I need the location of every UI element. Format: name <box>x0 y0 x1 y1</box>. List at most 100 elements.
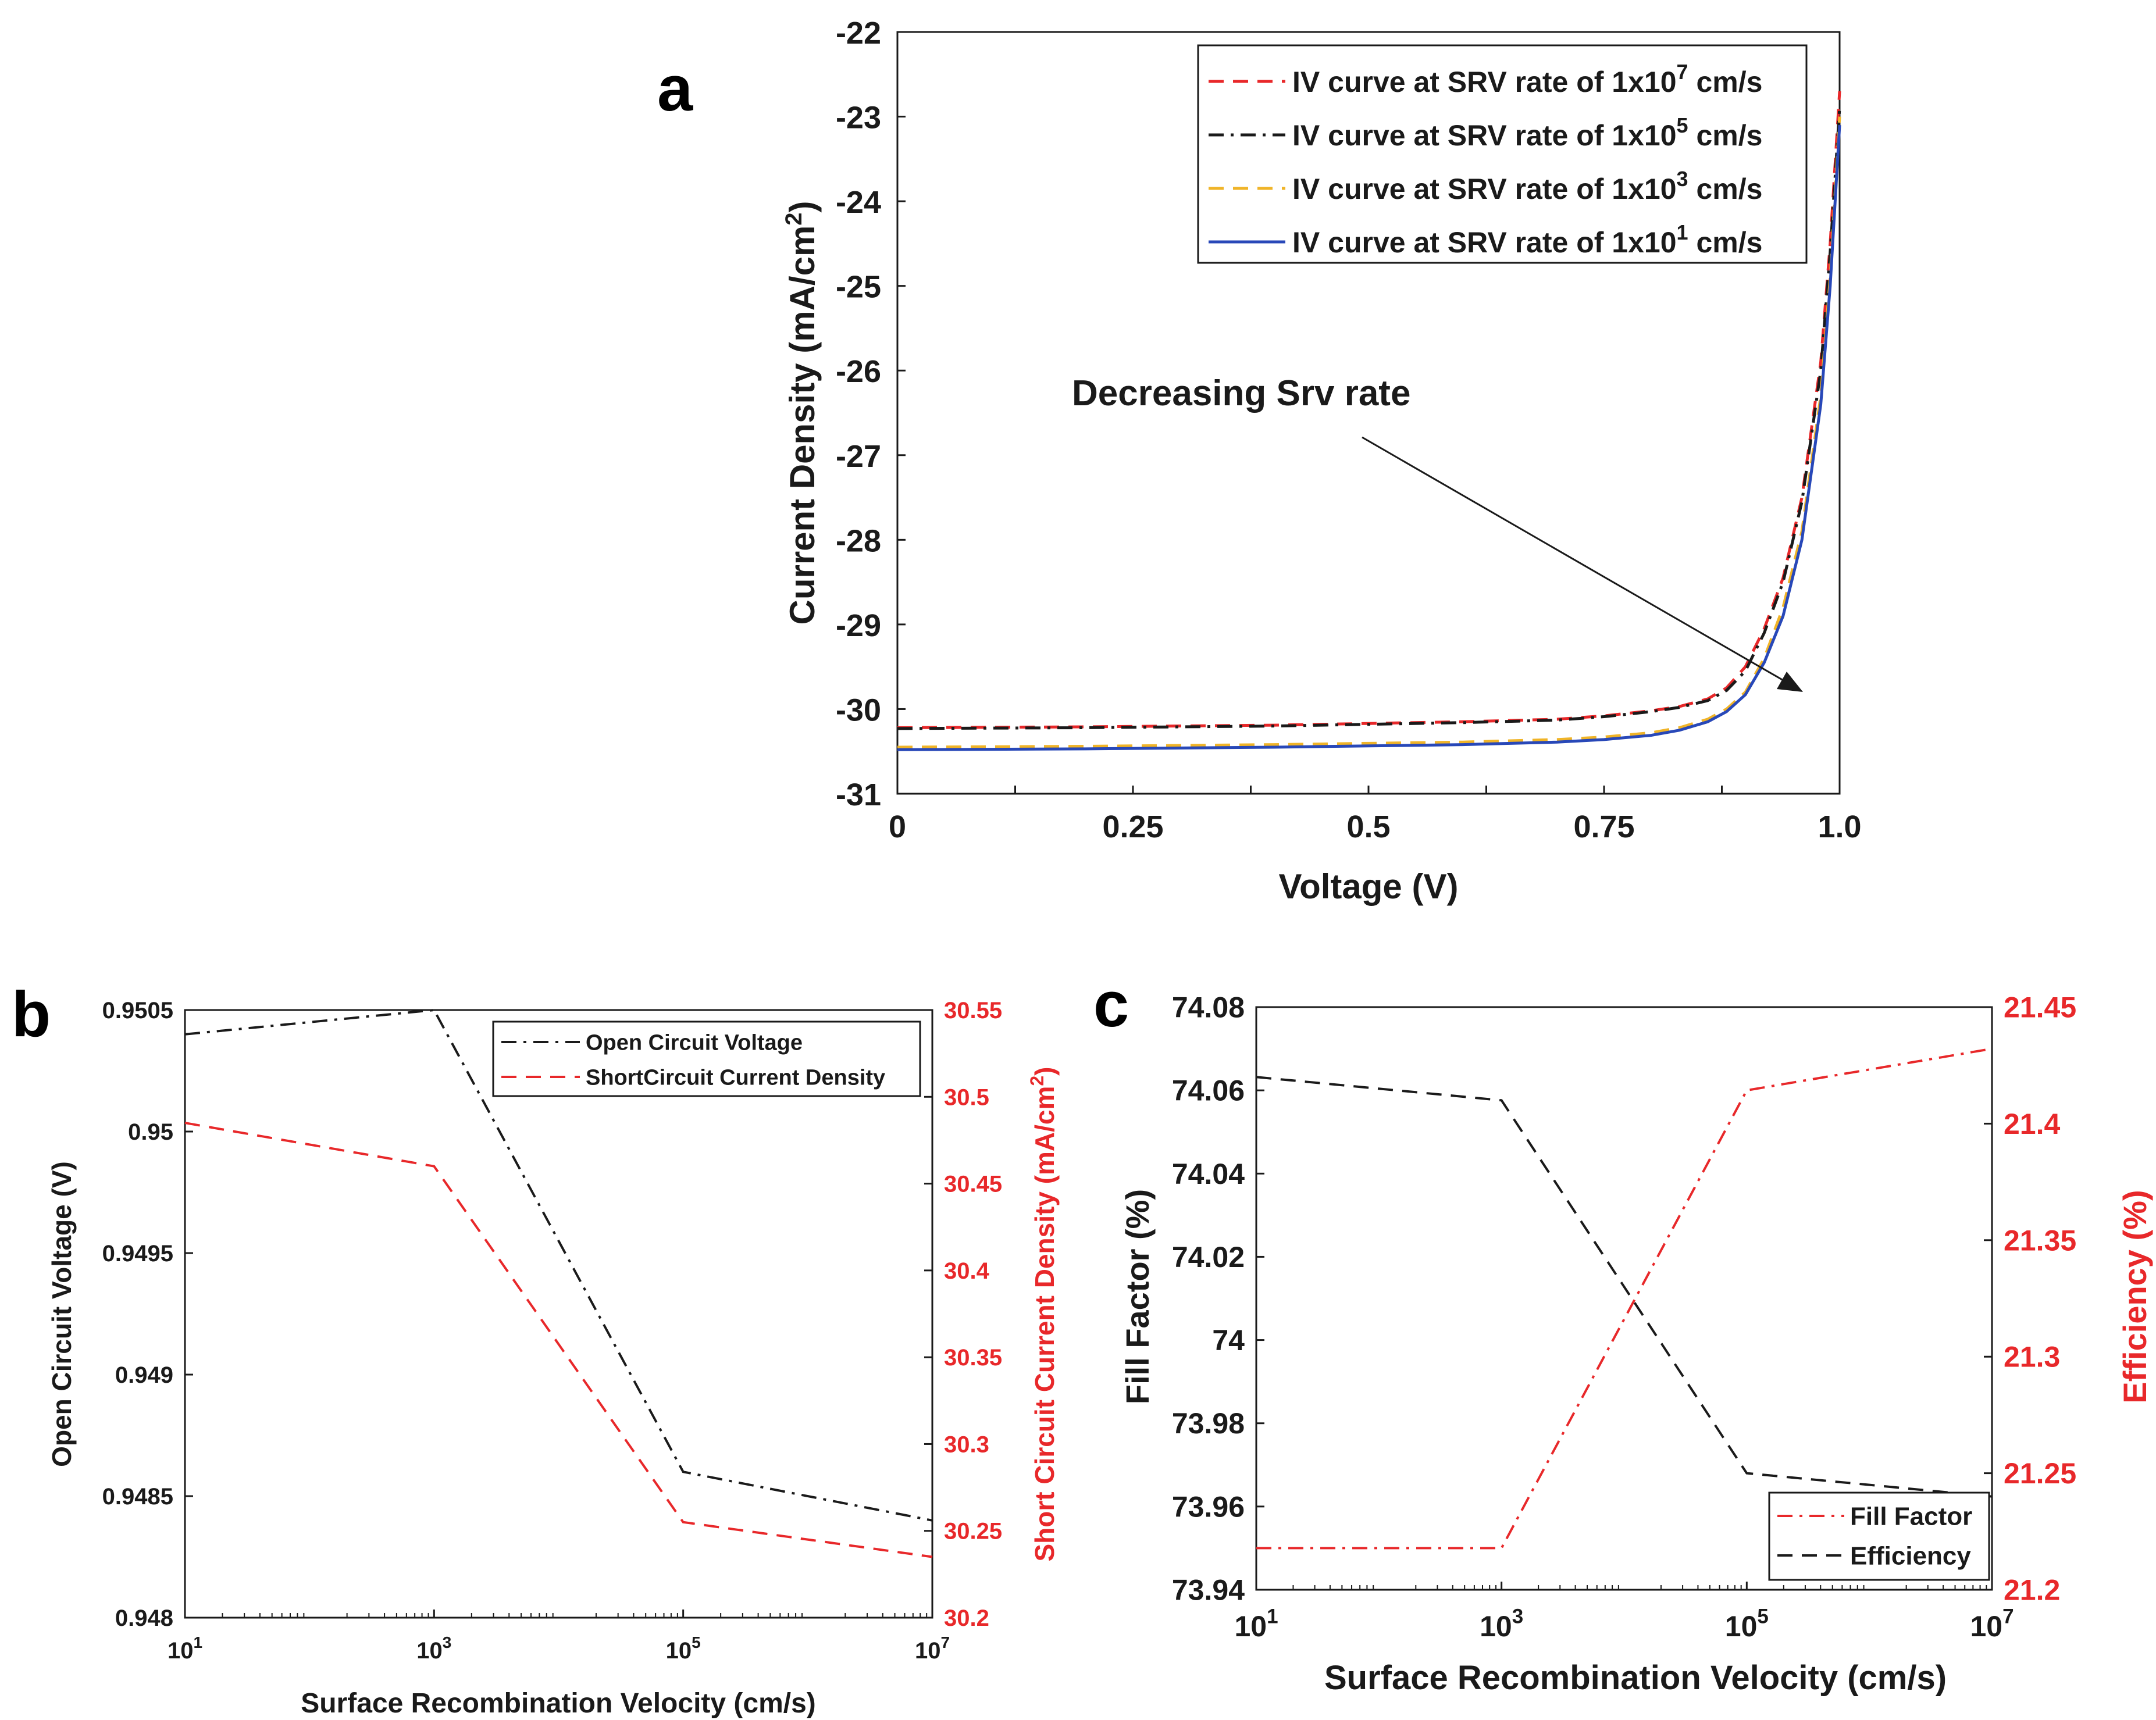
panel-a-x-axis-label: Voltage (V) <box>1279 867 1459 906</box>
panel-c-x-tick-label: 101 <box>1234 1605 1278 1643</box>
panel-b-y-tick-label: 0.9505 <box>102 998 173 1023</box>
panel-b-x-tick-exp: 3 <box>443 1633 452 1651</box>
panel-a-x-tick-label: 0.5 <box>1346 809 1390 844</box>
panel-c-legend-label: Efficiency <box>1850 1541 1971 1570</box>
panel-letter-b: b <box>12 979 51 1050</box>
panel-c-x-tick-exp: 3 <box>1512 1605 1523 1628</box>
panel-a-legend-exp: 7 <box>1677 60 1688 84</box>
panel-a-y-tick-label: -25 <box>836 270 881 305</box>
panel-b-series-line <box>184 1122 933 1558</box>
panel-c-y-axis-label: Fill Factor (%) <box>1119 1189 1156 1404</box>
panel-a-legend-label: IV curve at SRV rate of 1x107 cm/s <box>1292 60 1762 98</box>
panel-b-x-tick-exp: 1 <box>193 1633 202 1651</box>
panel-b-y-tick-label: 0.9495 <box>102 1241 173 1266</box>
panel-a-legend-unit: cm/s <box>1688 119 1763 152</box>
panel-c-x-tick-exp: 1 <box>1267 1605 1278 1628</box>
panel-a-y-tick-label: -29 <box>836 608 881 643</box>
panel-a-y-tick-label: -30 <box>836 693 881 727</box>
panel-c-y-ticks-left: 73.94 73.96 73.98 74 74.02 74.04 74.06 74.08 <box>1172 991 1264 1607</box>
panel-c-x-tick-base: 10 <box>1234 1610 1267 1643</box>
panel-a-legend-label: IV curve at SRV rate of 1x103 cm/s <box>1292 167 1762 205</box>
panel-a-legend-exp: 1 <box>1677 220 1688 244</box>
panel-a-y-tick-label: -23 <box>836 101 881 135</box>
panel-a-y-axis-label-sup: 2 <box>781 212 807 225</box>
panel-b-x-tick-base: 10 <box>915 1638 941 1664</box>
panel-c-y-right-tick-label: 21.2 <box>2004 1574 2060 1607</box>
panel-a-y-axis-label-close: ) <box>783 201 822 212</box>
panel-c-y-right-tick-label: 21.3 <box>2004 1341 2060 1373</box>
panel-a-legend-unit: cm/s <box>1688 226 1763 259</box>
panel-a-legend-text: IV curve at SRV rate of 1x10 <box>1292 173 1677 205</box>
panel-b-x-axis-label: Surface Recombination Velocity (cm/s) <box>301 1688 816 1719</box>
panel-b-x-tick-base: 10 <box>168 1638 194 1664</box>
panel-a-legend-label: IV curve at SRV rate of 1x101 cm/s <box>1292 220 1762 259</box>
panel-c-y-right-tick-label: 21.45 <box>2004 991 2076 1024</box>
panel-b-chart: 101 103 105 107 0.9480.94850.9490.94950.950… <box>47 998 1060 1719</box>
panel-b-x-tick-label: 105 <box>666 1633 701 1664</box>
panel-a-series-line-1 <box>897 124 1841 751</box>
panel-c-x-tick-base: 10 <box>1480 1610 1512 1643</box>
panel-a-x-tick-label: 1.0 <box>1818 809 1861 844</box>
panel-b-y-right-tick-label: 30.4 <box>944 1258 990 1284</box>
panel-a-legend: IV curve at SRV rate of 1x107 cm/sIV cur… <box>1197 44 1808 264</box>
panel-c-y-tick-label: 73.94 <box>1172 1574 1245 1607</box>
panel-b-legend-box <box>492 1020 921 1097</box>
panel-c-x-tick-exp: 7 <box>2002 1605 2014 1628</box>
panel-a-y-tick-label: -27 <box>836 439 881 474</box>
panel-c-x-ticks: 101 103 105 107 <box>1234 1582 2014 1643</box>
panel-c-y-tick-label: 74 <box>1212 1324 1245 1357</box>
panel-b-y-tick-label: 0.95 <box>128 1119 173 1145</box>
panel-b-x-tick-exp: 5 <box>692 1633 701 1651</box>
panel-b-y-axis-label: Open Circuit Voltage (V) <box>47 1161 77 1467</box>
panel-a-chart: 0 0.25 0.5 0.75 1.0 -31 -30 -29 -28 -27 -26 -25 -24… <box>781 16 1862 906</box>
panel-b-y-right-label-main: Short Circuit Current Density (mA/cm <box>1029 1086 1060 1562</box>
panel-c-series <box>1256 1047 1993 1550</box>
panel-c-series-line <box>1256 1076 1993 1498</box>
panel-b-legend: Open Circuit Voltage ShortCircuit Current… <box>492 1020 921 1097</box>
panel-b-y-right-tick-label: 30.3 <box>944 1432 989 1457</box>
panel-a-y-tick-label: -26 <box>836 354 881 389</box>
panel-c-y-tick-label: 73.98 <box>1172 1407 1245 1440</box>
panel-a-legend-exp: 3 <box>1677 167 1688 191</box>
panel-a-y-ticks: -31 -30 -29 -28 -27 -26 -25 -24 -23 -22 <box>836 16 906 812</box>
panel-b-y-tick-label: 0.948 <box>115 1605 173 1631</box>
panel-a-legend-text: IV curve at SRV rate of 1x10 <box>1292 66 1677 98</box>
panel-c-x-tick-base: 10 <box>1970 1610 2002 1643</box>
panel-b-y-axis-label-right: Short Circuit Current Density (mA/cm2) <box>1027 1066 1060 1561</box>
panel-c-y-right-tick-label: 21.25 <box>2004 1457 2076 1490</box>
panel-b-y-right-tick-label: 30.45 <box>944 1172 1002 1197</box>
panel-c-legend-label: Fill Factor <box>1850 1502 1972 1530</box>
panel-b-legend-label: Open Circuit Voltage <box>586 1030 803 1055</box>
panel-b-x-tick-exp: 7 <box>940 1633 950 1651</box>
panel-letter-c: c <box>1093 969 1129 1040</box>
panel-a-legend-text: IV curve at SRV rate of 1x10 <box>1292 119 1677 152</box>
panel-b-y-ticks-right: 30.2 30.25 30.3 30.35 30.4 30.45 30.5 30.55 <box>924 998 1002 1631</box>
panel-c-y-tick-label: 73.96 <box>1172 1490 1245 1523</box>
panel-b-x-tick-label: 107 <box>915 1633 950 1664</box>
panel-a-x-ticks: 0 0.25 0.5 0.75 1.0 <box>889 786 1862 844</box>
panel-c-x-axis-label: Surface Recombination Velocity (cm/s) <box>1324 1659 1947 1697</box>
panel-c-legend: Fill Factor Efficiency <box>1768 1491 1990 1581</box>
panel-a-legend-exp: 5 <box>1677 113 1688 137</box>
panel-letter-a: a <box>657 53 693 124</box>
panel-c-y-right-tick-label: 21.35 <box>2004 1224 2076 1257</box>
panel-c-x-tick-exp: 5 <box>1757 1605 1768 1628</box>
panel-c-plot-frame <box>1255 1006 1993 1591</box>
panel-a-legend-text: IV curve at SRV rate of 1x10 <box>1292 226 1677 259</box>
panel-a-legend-unit: cm/s <box>1688 173 1763 205</box>
panel-c-y-axis-label-right: Efficiency (%) <box>2116 1190 2153 1403</box>
panel-b-y-right-tick-label: 30.5 <box>944 1084 989 1110</box>
panel-a-x-tick-label: 0.25 <box>1102 809 1163 844</box>
panel-c-legend-box <box>1768 1491 1990 1581</box>
panel-b-x-tick-base: 10 <box>416 1638 443 1664</box>
panel-b-x-tick-label: 103 <box>416 1633 451 1664</box>
panel-b-y-right-label-close: ) <box>1029 1066 1060 1075</box>
panel-a-annotation-arrow <box>1362 436 1792 686</box>
panel-c-chart: 101 103 105 107 73.9473.9673.987474.0274.04… <box>1119 991 2153 1697</box>
panel-b-legend-label: ShortCircuit Current Density <box>586 1065 885 1090</box>
panel-a-y-tick-label: -22 <box>836 16 881 51</box>
panel-b-y-right-label-sup: 2 <box>1027 1076 1047 1086</box>
panel-a-legend-label: IV curve at SRV rate of 1x105 cm/s <box>1292 113 1762 152</box>
panel-b-x-tick-label: 101 <box>168 1633 202 1664</box>
